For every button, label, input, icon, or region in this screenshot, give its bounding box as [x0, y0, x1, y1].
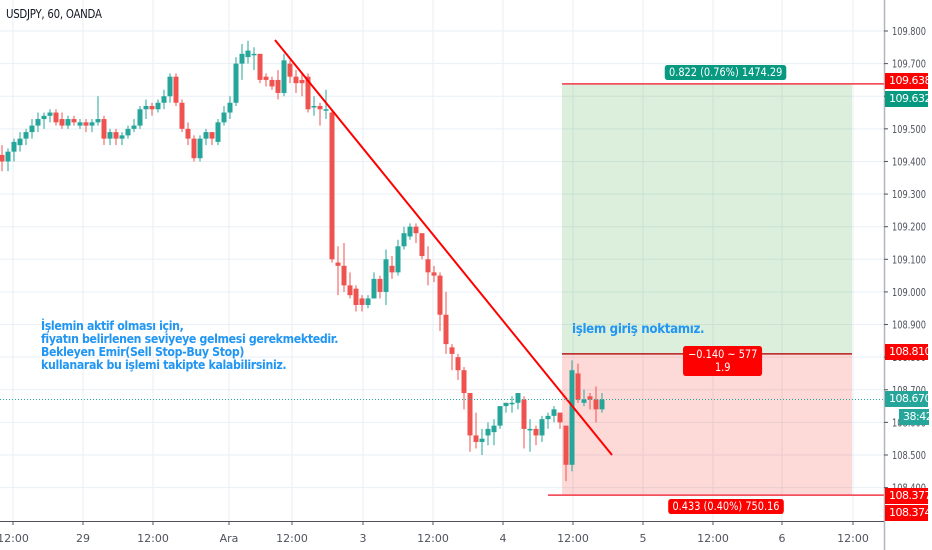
svg-text:109.700: 109.700: [892, 58, 926, 71]
entry-point-label: işlem giriş noktamız.: [572, 321, 705, 337]
countdown-tag: 38:42: [899, 409, 932, 425]
svg-text:12:00: 12:00: [697, 532, 729, 545]
stop-stats-pill: 0.433 (0.40%) 750.16: [668, 499, 784, 514]
svg-text:12:00: 12:00: [137, 532, 169, 545]
svg-text:108.500: 108.500: [892, 449, 926, 462]
position-zones: [548, 83, 884, 496]
svg-text:12:00: 12:00: [0, 532, 29, 545]
entry-stats-line2: 1.9: [714, 360, 731, 374]
svg-text:108.900: 108.900: [892, 319, 926, 332]
price-tag-low: 108.374: [885, 505, 932, 521]
svg-text:3: 3: [360, 532, 367, 545]
svg-text:5: 5: [640, 532, 647, 545]
candlesticks: [0, 40, 605, 482]
price-tag-target: 109.638: [885, 73, 932, 89]
svg-text:109.400: 109.400: [892, 155, 926, 168]
price-tag-entry: 108.810: [885, 344, 932, 360]
grid-lines: [0, 0, 884, 521]
note-line: kullanarak bu işlemi takipte kalabilirsi…: [41, 357, 287, 372]
svg-text:6: 6: [779, 532, 786, 545]
svg-text:12:00: 12:00: [276, 532, 308, 545]
instruction-note: İşlemin aktif olması için, fiyatın belir…: [41, 319, 338, 371]
price-tag-last-high: 109.632: [885, 91, 932, 107]
svg-text:12:00: 12:00: [557, 532, 589, 545]
entry-stats-line1: −0.140 ~ 577: [688, 347, 758, 361]
target-stats-pill: 0.822 (0.76%) 1474.29: [664, 65, 787, 80]
note-line: Bekleyen Emir(Sell Stop-Buy Stop): [41, 344, 245, 359]
svg-text:29: 29: [76, 532, 90, 545]
svg-text:109.200: 109.200: [892, 221, 926, 234]
svg-text:109.800: 109.800: [892, 25, 926, 38]
price-tag-stop: 108.377: [885, 488, 932, 504]
svg-text:12:00: 12:00: [837, 532, 869, 545]
svg-text:109.300: 109.300: [892, 188, 926, 201]
trendline[interactable]: [274, 39, 613, 456]
price-tag-current: 108.670: [885, 391, 932, 407]
svg-text:109.500: 109.500: [892, 123, 926, 136]
svg-text:12:00: 12:00: [417, 532, 449, 545]
note-line: İşlemin aktif olması için,: [41, 318, 184, 333]
entry-stats-pill: −0.140 ~ 577 1.9: [683, 346, 763, 376]
svg-text:109.000: 109.000: [892, 286, 926, 299]
symbol-label: USDJPY, 60, OANDA: [6, 7, 102, 21]
svg-text:4: 4: [500, 532, 507, 545]
svg-text:109.100: 109.100: [892, 253, 926, 266]
note-line: fiyatın belirlenen seviyeye gelmesi gere…: [41, 331, 339, 346]
svg-text:Ara: Ara: [220, 532, 239, 545]
